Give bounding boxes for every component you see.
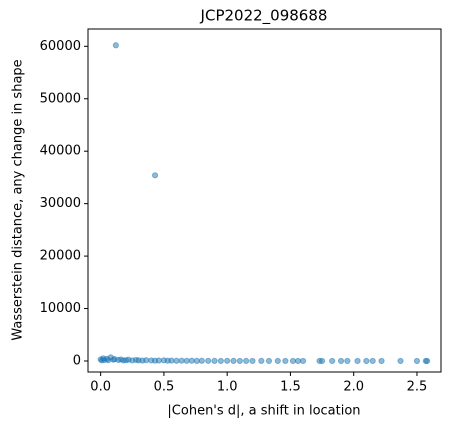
point	[265, 357, 273, 365]
x-tick-label: 0.5	[154, 380, 175, 395]
point	[318, 357, 326, 365]
point	[344, 357, 351, 365]
x-tick-label: 1.5	[280, 380, 301, 395]
point	[112, 42, 119, 49]
x-tick-label: 0.0	[90, 380, 111, 395]
y-tick-label: 0	[73, 353, 81, 368]
point	[224, 357, 231, 364]
y-tick-label: 30000	[40, 196, 81, 211]
point	[143, 357, 150, 364]
point	[173, 357, 180, 364]
point	[329, 357, 336, 365]
point	[198, 357, 205, 364]
point	[236, 357, 243, 365]
point	[299, 357, 307, 365]
y-tick-label: 40000	[40, 144, 81, 159]
point	[294, 357, 302, 365]
point	[337, 357, 345, 365]
x-tick-label: 2.5	[407, 380, 428, 395]
point	[354, 357, 361, 365]
x-tick-label: 2.0	[343, 380, 364, 395]
y-tick-label: 10000	[40, 301, 81, 316]
point	[217, 357, 224, 365]
point	[423, 357, 431, 365]
point	[155, 357, 162, 364]
point	[282, 357, 289, 365]
x-axis-label: |Cohen's d|, a shift in location	[167, 404, 360, 419]
point	[369, 357, 376, 365]
point	[258, 357, 265, 364]
x-tick-label: 1.0	[217, 380, 238, 395]
point	[151, 172, 159, 179]
point	[413, 357, 421, 365]
point	[230, 357, 237, 364]
point	[188, 357, 195, 364]
y-tick-label: 60000	[40, 39, 81, 54]
point	[397, 357, 404, 365]
y-tick-label: 50000	[40, 91, 81, 106]
point	[178, 357, 185, 364]
point	[205, 357, 212, 364]
y-axis-label: Wasserstein distance, any change in shap…	[11, 59, 26, 340]
y-tick-label: 20000	[40, 249, 81, 264]
point	[378, 357, 385, 365]
point	[243, 357, 250, 365]
point	[183, 357, 190, 364]
point	[249, 357, 256, 365]
chart-title: JCP2022_098688	[200, 7, 328, 26]
point	[363, 357, 370, 365]
point	[289, 357, 297, 365]
point	[168, 357, 175, 364]
plot-frame	[87, 28, 442, 373]
point	[211, 357, 218, 364]
point	[193, 357, 200, 364]
point	[274, 357, 281, 365]
